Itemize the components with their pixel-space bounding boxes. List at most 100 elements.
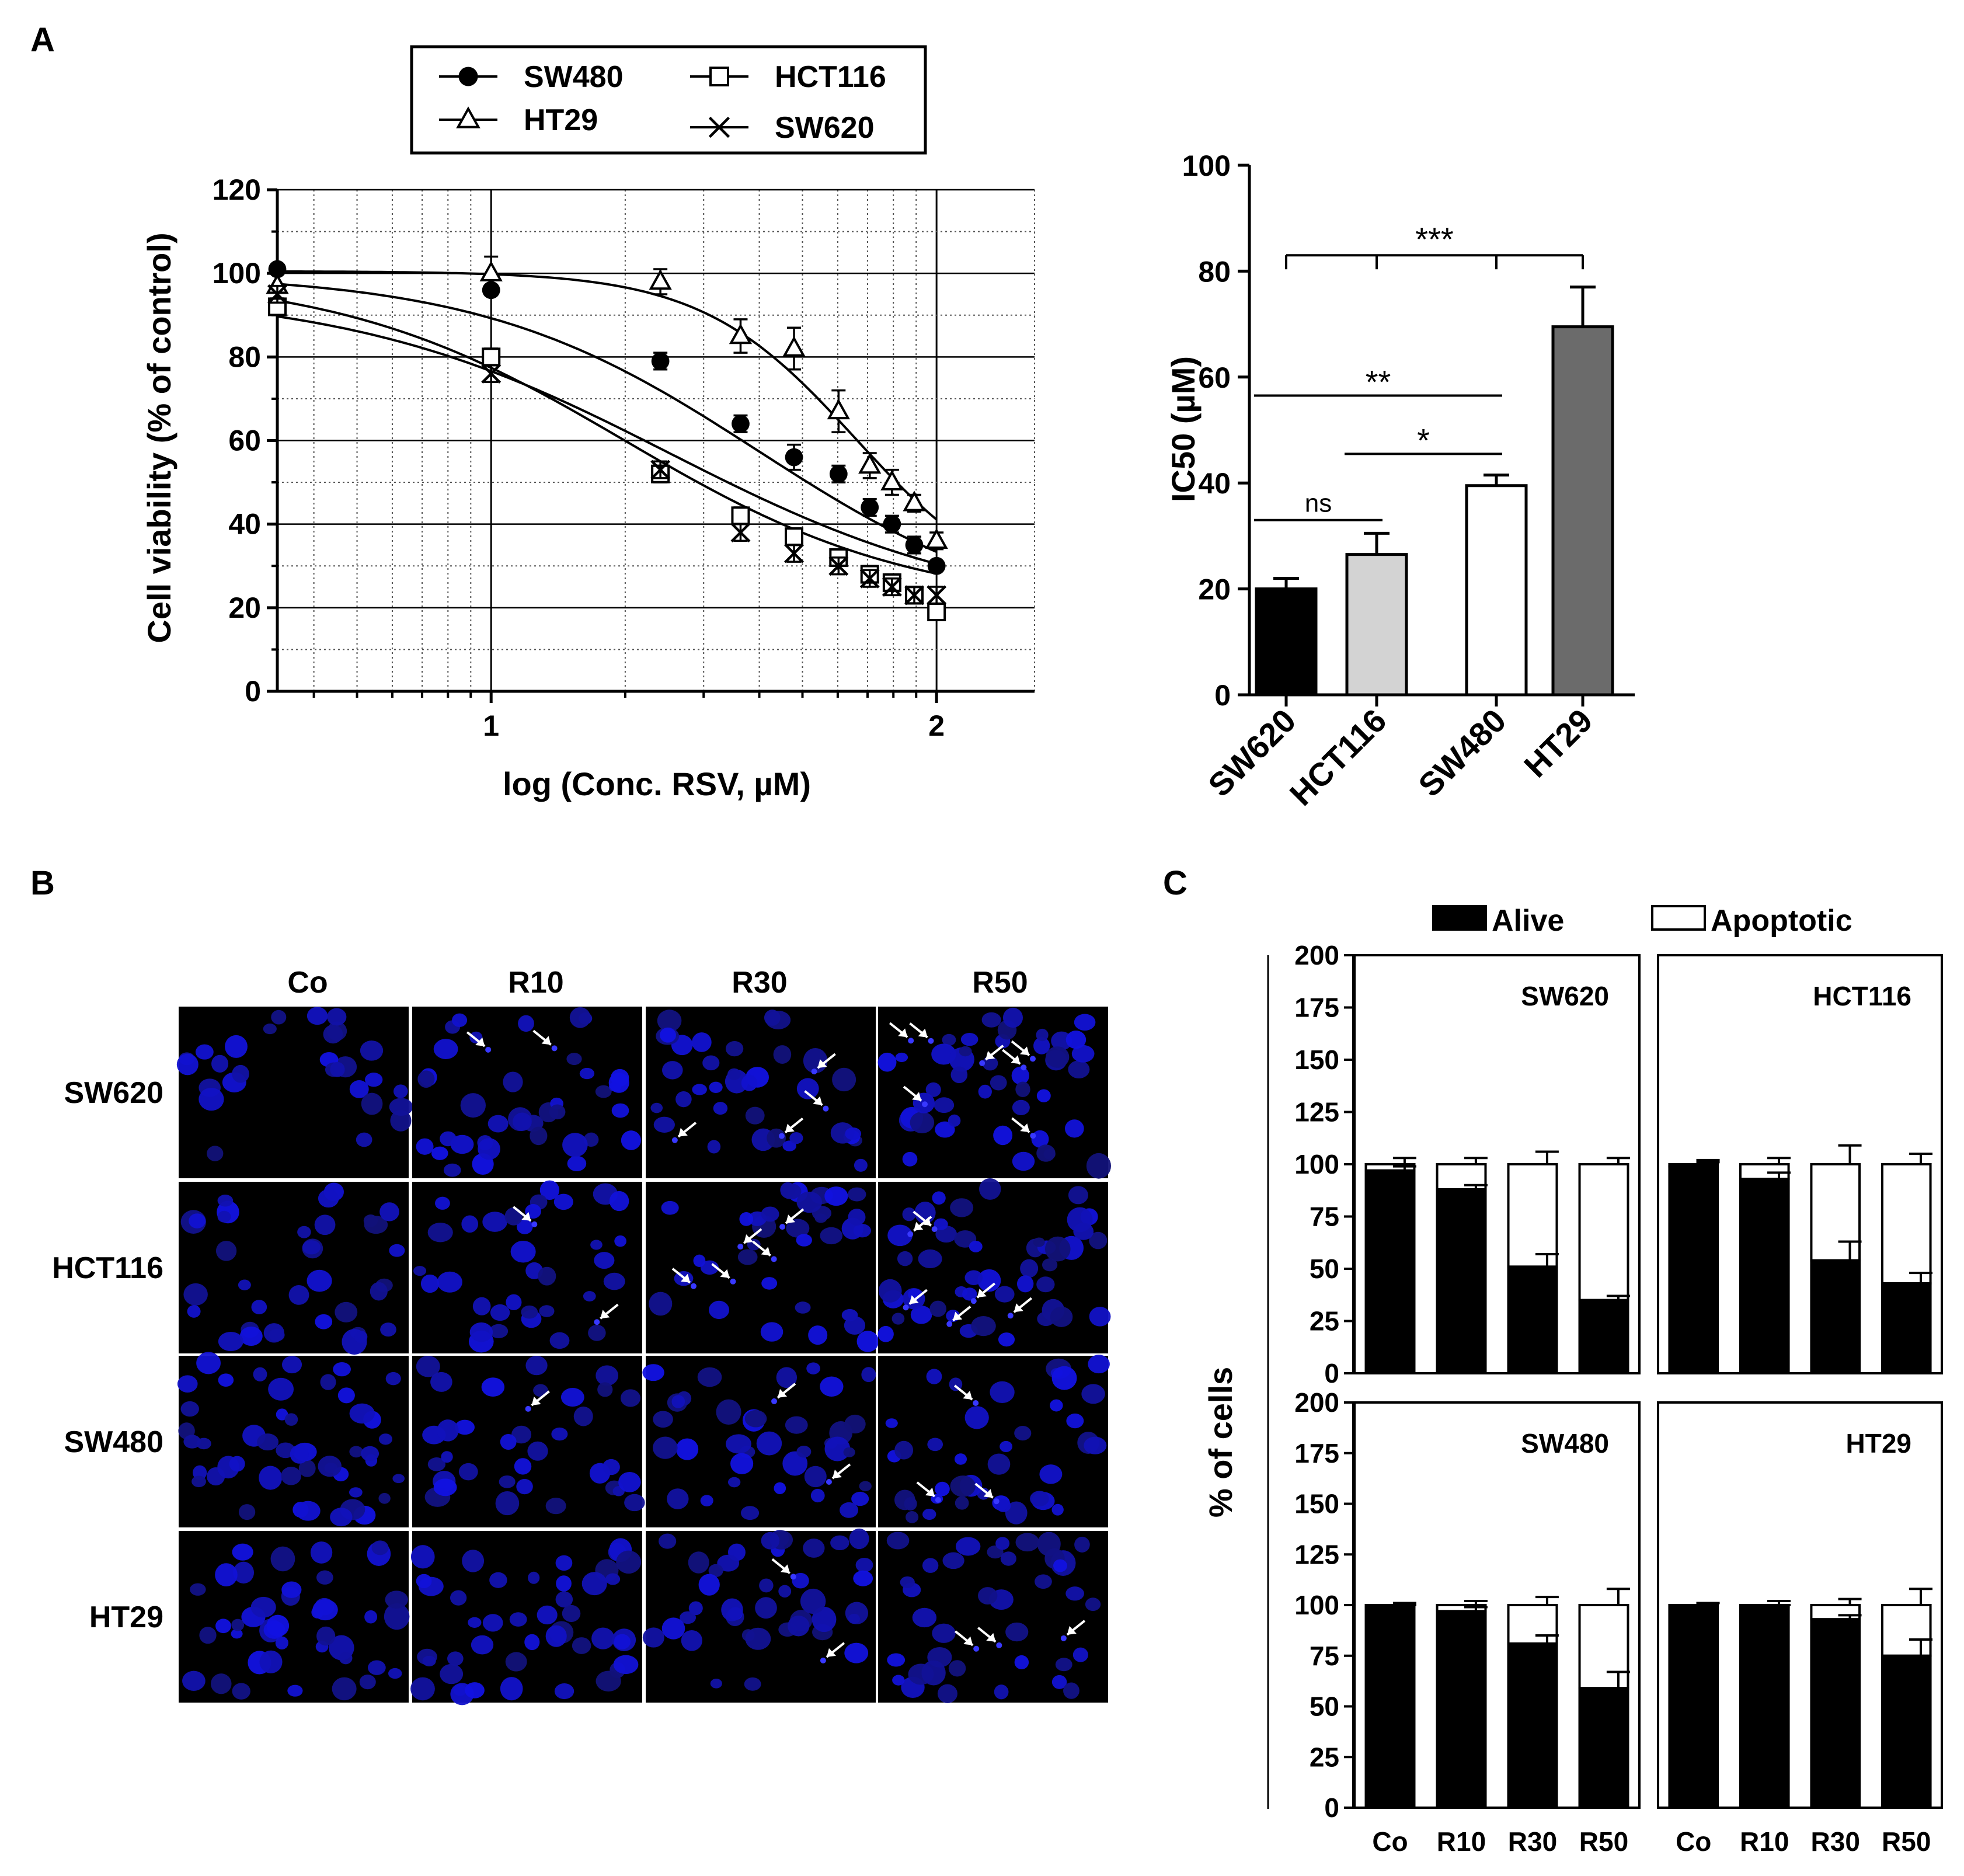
micrograph-sw480-r10 xyxy=(412,1355,645,1527)
apoptotic-body xyxy=(771,1398,778,1404)
cell-nucleus xyxy=(268,1377,294,1401)
data-point-sw480 xyxy=(651,352,670,370)
cell-nucleus xyxy=(562,1133,588,1157)
micrograph-sw480-r30 xyxy=(642,1356,876,1527)
dose-response-grid xyxy=(277,189,1035,691)
cell-nucleus xyxy=(1036,1028,1049,1042)
apoptotic-body xyxy=(690,1283,697,1289)
data-point-sw620 xyxy=(267,284,287,304)
bar-alive-r10 xyxy=(1739,1606,1790,1809)
cell-nucleus xyxy=(594,1252,615,1269)
cell-nucleus xyxy=(440,1663,464,1684)
apoptotic-body xyxy=(1060,1635,1067,1641)
data-point-sw620 xyxy=(828,556,849,576)
apoptotic-body xyxy=(907,1231,914,1237)
apoptosis-y-tick-label: 50 xyxy=(1310,1691,1339,1722)
cell-nucleus xyxy=(472,1297,491,1315)
fit-curve-hct116 xyxy=(277,315,937,565)
arrow-head-icon xyxy=(786,1214,796,1224)
cell-nucleus xyxy=(603,1272,625,1290)
cell-nucleus xyxy=(709,1081,723,1093)
cell-nucleus xyxy=(323,1025,343,1044)
cell-nucleus xyxy=(773,1045,792,1064)
cell-nucleus xyxy=(394,1084,408,1098)
cell-nucleus xyxy=(553,1193,573,1210)
apoptotic-body xyxy=(823,1105,829,1112)
apoptotic-body xyxy=(973,1400,979,1407)
apoptotic-body xyxy=(928,1038,934,1044)
cell-nucleus xyxy=(232,1064,249,1083)
arrow-head-icon xyxy=(817,1059,827,1068)
apoptotic-body xyxy=(979,1060,986,1066)
cell-nucleus xyxy=(433,1478,457,1496)
cell-nucleus xyxy=(211,1673,232,1694)
cell-nucleus xyxy=(796,1234,812,1247)
apoptosis-x-tick-label: R10 xyxy=(1437,1826,1486,1857)
micrograph-sw620-co xyxy=(176,1007,413,1178)
cell-nucleus xyxy=(702,1055,720,1071)
data-point-ht29 xyxy=(782,336,806,357)
cell-nucleus xyxy=(233,1561,255,1584)
cell-nucleus xyxy=(514,1458,532,1475)
cell-nucleus xyxy=(364,1216,388,1234)
cell-nucleus xyxy=(460,1093,486,1118)
bar-alive-r50 xyxy=(1881,1654,1932,1809)
cell-nucleus xyxy=(288,1285,309,1305)
cell-nucleus xyxy=(922,1558,939,1573)
cell-nucleus xyxy=(416,1355,440,1377)
cell-nucleus xyxy=(950,1066,968,1084)
cell-nucleus xyxy=(1015,1081,1030,1097)
cell-nucleus xyxy=(740,1506,760,1520)
cell-nucleus xyxy=(755,1597,777,1619)
cell-nucleus xyxy=(339,1652,353,1665)
cell-nucleus xyxy=(744,1677,761,1691)
cell-nucleus xyxy=(560,1387,584,1407)
panel-label-c: C xyxy=(1163,864,1188,902)
cell-nucleus xyxy=(367,1660,386,1675)
apoptotic-body xyxy=(525,1405,531,1412)
cell-nucleus xyxy=(932,1623,956,1643)
cell-nucleus xyxy=(843,1447,855,1457)
ic50-y-tick-label: 20 xyxy=(1198,573,1231,606)
data-point-sw620 xyxy=(481,363,502,384)
cell-nucleus xyxy=(259,1466,283,1490)
cell-nucleus xyxy=(275,1636,288,1649)
cell-nucleus xyxy=(516,1219,533,1234)
cell-nucleus xyxy=(926,1369,942,1384)
cell-nucleus xyxy=(528,1571,540,1584)
cell-nucleus xyxy=(774,1482,786,1494)
cell-nucleus xyxy=(786,1219,810,1238)
arrow-head-icon xyxy=(1014,1303,1023,1313)
apoptosis-x-tick-label: R10 xyxy=(1740,1826,1789,1857)
cell-nucleus xyxy=(730,1453,754,1474)
data-point-hct116 xyxy=(731,506,750,525)
cell-nucleus xyxy=(1020,1259,1039,1278)
cell-nucleus xyxy=(713,1102,728,1115)
cell-nucleus xyxy=(533,1384,548,1397)
y-tick-label: 100 xyxy=(213,257,261,290)
apoptotic-body xyxy=(671,1137,678,1143)
cell-nucleus xyxy=(320,1374,336,1390)
cell-nucleus xyxy=(190,1583,206,1596)
cell-nucleus xyxy=(450,1590,467,1606)
cell-nucleus xyxy=(1000,1551,1016,1566)
ic50-bar-ht29 xyxy=(1551,325,1614,697)
cell-nucleus xyxy=(921,1660,946,1686)
bar-apoptotic-r30 xyxy=(1507,1604,1558,1645)
cell-nucleus xyxy=(389,1098,413,1116)
cell-nucleus xyxy=(688,1551,709,1574)
cell-nucleus xyxy=(955,1537,981,1556)
micrograph-hct116-r30 xyxy=(646,1182,879,1353)
cell-nucleus xyxy=(675,1091,692,1108)
cell-nucleus xyxy=(505,1652,527,1672)
arrow-head-icon xyxy=(925,1487,935,1496)
apoptotic-body xyxy=(551,1045,558,1052)
y-tick-label: 40 xyxy=(228,508,261,541)
arrow-head-icon xyxy=(832,1469,842,1478)
cell-nucleus xyxy=(199,1627,217,1644)
cell-nucleus xyxy=(215,1619,231,1634)
cell-nucleus xyxy=(948,1114,961,1127)
cell-nucleus xyxy=(709,1300,729,1320)
cell-nucleus xyxy=(597,1382,613,1397)
cell-nucleus xyxy=(307,1269,332,1292)
